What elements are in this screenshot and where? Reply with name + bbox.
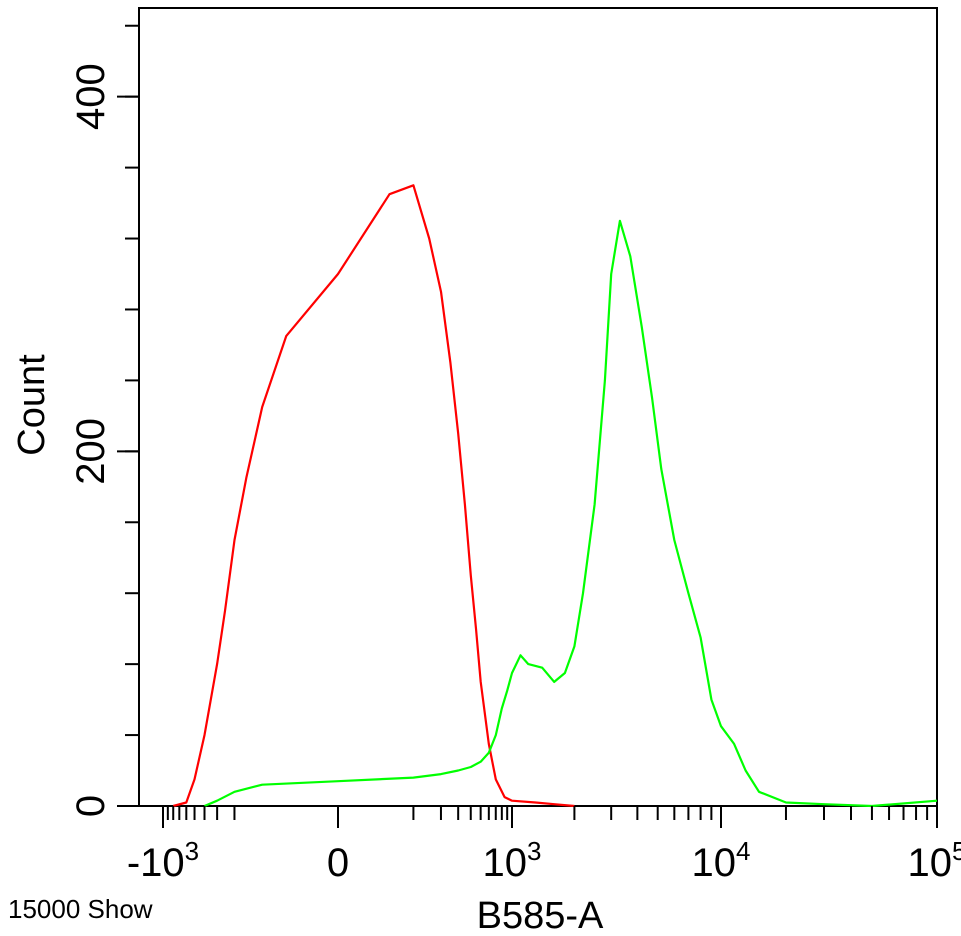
x-axis: -103 0 103 104 105: [127, 806, 961, 885]
histogram-series-2: [204, 219, 938, 808]
x-tick-label: -103: [127, 836, 199, 885]
y-tick-label: 0: [69, 795, 113, 817]
x-tick-label: 0: [327, 841, 349, 885]
histogram-series-1: [172, 184, 575, 808]
x-tick-label: 104: [692, 836, 751, 885]
plot-frame: [138, 7, 938, 807]
y-axis-label: Count: [11, 354, 53, 456]
series-layer: [172, 184, 938, 808]
x-tick-label: 105: [908, 836, 961, 885]
footer-note: 15000 Show: [8, 894, 153, 924]
x-tick-label: 103: [483, 836, 542, 885]
y-axis: 0 200 400: [69, 24, 139, 817]
x-axis-label: B585-A: [477, 895, 604, 936]
y-tick-label: 400: [69, 63, 113, 130]
y-tick-label: 200: [69, 418, 113, 485]
